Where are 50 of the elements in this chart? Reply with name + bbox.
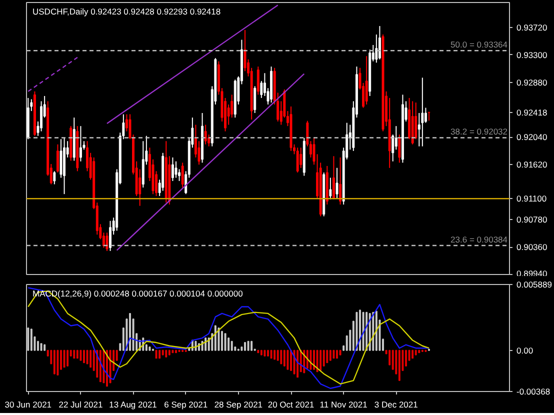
y-tick-label: 0.92880 [516, 77, 548, 88]
x-tick-label: 22 Jul 2021 [58, 400, 103, 410]
candlestick [339, 156, 342, 206]
candlestick [398, 134, 401, 164]
y-tick-label: 0.005889 [516, 280, 552, 290]
candlestick [256, 66, 260, 96]
y-tick-label: 0.90780 [516, 214, 548, 225]
y-tick-label: 0.92040 [516, 132, 548, 142]
candlestick [181, 162, 184, 188]
candlestick [106, 232, 108, 252]
candlestick [332, 156, 335, 200]
x-tick-label: 28 Sep 2021 [214, 400, 263, 410]
y-tick-label: 0.91620 [516, 160, 548, 170]
y-tick-label: -0.00368 [516, 386, 550, 396]
candlestick [365, 56, 368, 105]
candlestick [60, 138, 62, 178]
y-tick-label: 0.90360 [516, 242, 548, 252]
y-tick-label: 0.93720 [516, 22, 548, 32]
candlestick [171, 156, 174, 182]
x-tick-label: 3 Dec 2021 [374, 400, 418, 410]
candlestick [336, 167, 338, 198]
y-tick-label: 0.93300 [516, 50, 548, 60]
candlestick [56, 144, 59, 173]
candlestick [414, 102, 418, 140]
y-tick-label: 0.91100 [516, 194, 547, 204]
candlestick [300, 147, 302, 168]
candlestick [204, 124, 207, 145]
ref-line-label: 50.0 = 0.93364 [450, 40, 508, 50]
candlestick [109, 220, 112, 252]
candlestick [329, 177, 332, 200]
x-tick-label: 11 Nov 2021 [320, 400, 368, 410]
candlestick [378, 26, 381, 60]
candlestick [138, 168, 142, 206]
candlestick [296, 147, 299, 173]
candlestick [174, 160, 178, 178]
y-tick-label: 0.00 [516, 345, 534, 356]
text: USDCHF,Daily 0.92423 0.92428 0.92293 0.92418 [32, 6, 221, 16]
x-tick-label: 30 Jun 2021 [4, 400, 52, 410]
candlestick [53, 170, 56, 185]
x-tick-label: 6 Sep 2021 [164, 400, 208, 410]
candlestick [79, 126, 82, 162]
candlestick [421, 77, 424, 147]
candlestick [394, 126, 398, 150]
x-tick-label: 13 Aug 2021 [109, 400, 158, 410]
ref-line-label: 23.6 = 0.90384 [450, 234, 508, 244]
x-tick-label: 20 Oct 2021 [268, 400, 314, 410]
ref-line-label: 38.2 = 0.92032 [450, 126, 508, 137]
y-tick-label: 0.92418 [516, 107, 548, 118]
candlestick [424, 107, 427, 124]
candlestick [254, 86, 256, 114]
